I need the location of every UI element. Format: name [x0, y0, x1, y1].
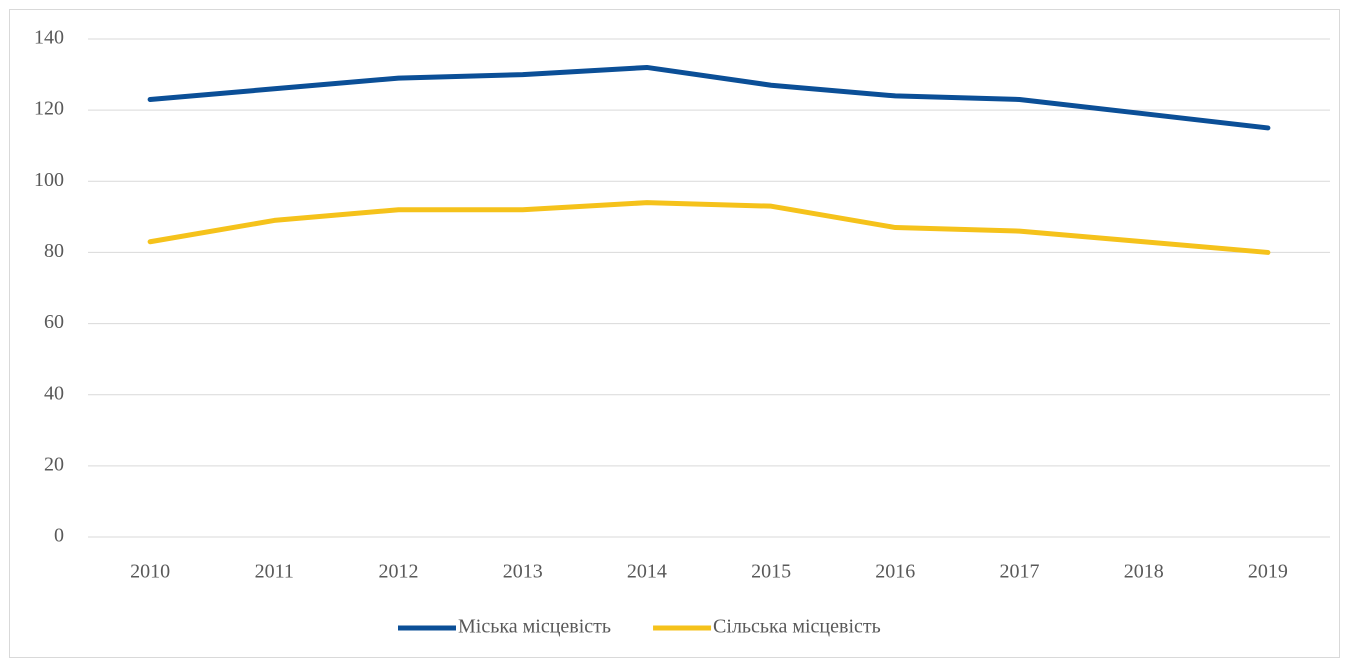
x-tick-label: 2013 — [503, 561, 543, 583]
y-tick-label: 60 — [44, 311, 64, 333]
series-line — [147, 200, 1271, 255]
x-tick-label: 2012 — [379, 561, 419, 583]
x-tick-label: 2010 — [130, 561, 170, 583]
x-tick-label: 2018 — [1124, 561, 1164, 583]
legend-label: Міська місцевість — [458, 616, 611, 638]
legend-label: Сільська місцевість — [713, 616, 881, 638]
y-tick-label: 0 — [54, 525, 64, 547]
chart-border — [9, 9, 1340, 658]
series-line — [147, 64, 1271, 131]
x-tick-label: 2019 — [1248, 561, 1288, 583]
x-tick-label: 2014 — [627, 561, 667, 583]
x-tick-label: 2015 — [751, 561, 791, 583]
x-tick-label: 2016 — [875, 561, 915, 583]
y-tick-label: 80 — [44, 240, 64, 262]
y-tick-label: 120 — [34, 98, 64, 120]
y-tick-label: 40 — [44, 382, 64, 404]
y-tick-label: 100 — [34, 169, 64, 191]
x-tick-label: 2011 — [255, 561, 294, 583]
y-tick-label: 20 — [44, 453, 64, 475]
y-tick-label: 140 — [34, 27, 64, 49]
x-tick-label: 2017 — [1000, 561, 1040, 583]
